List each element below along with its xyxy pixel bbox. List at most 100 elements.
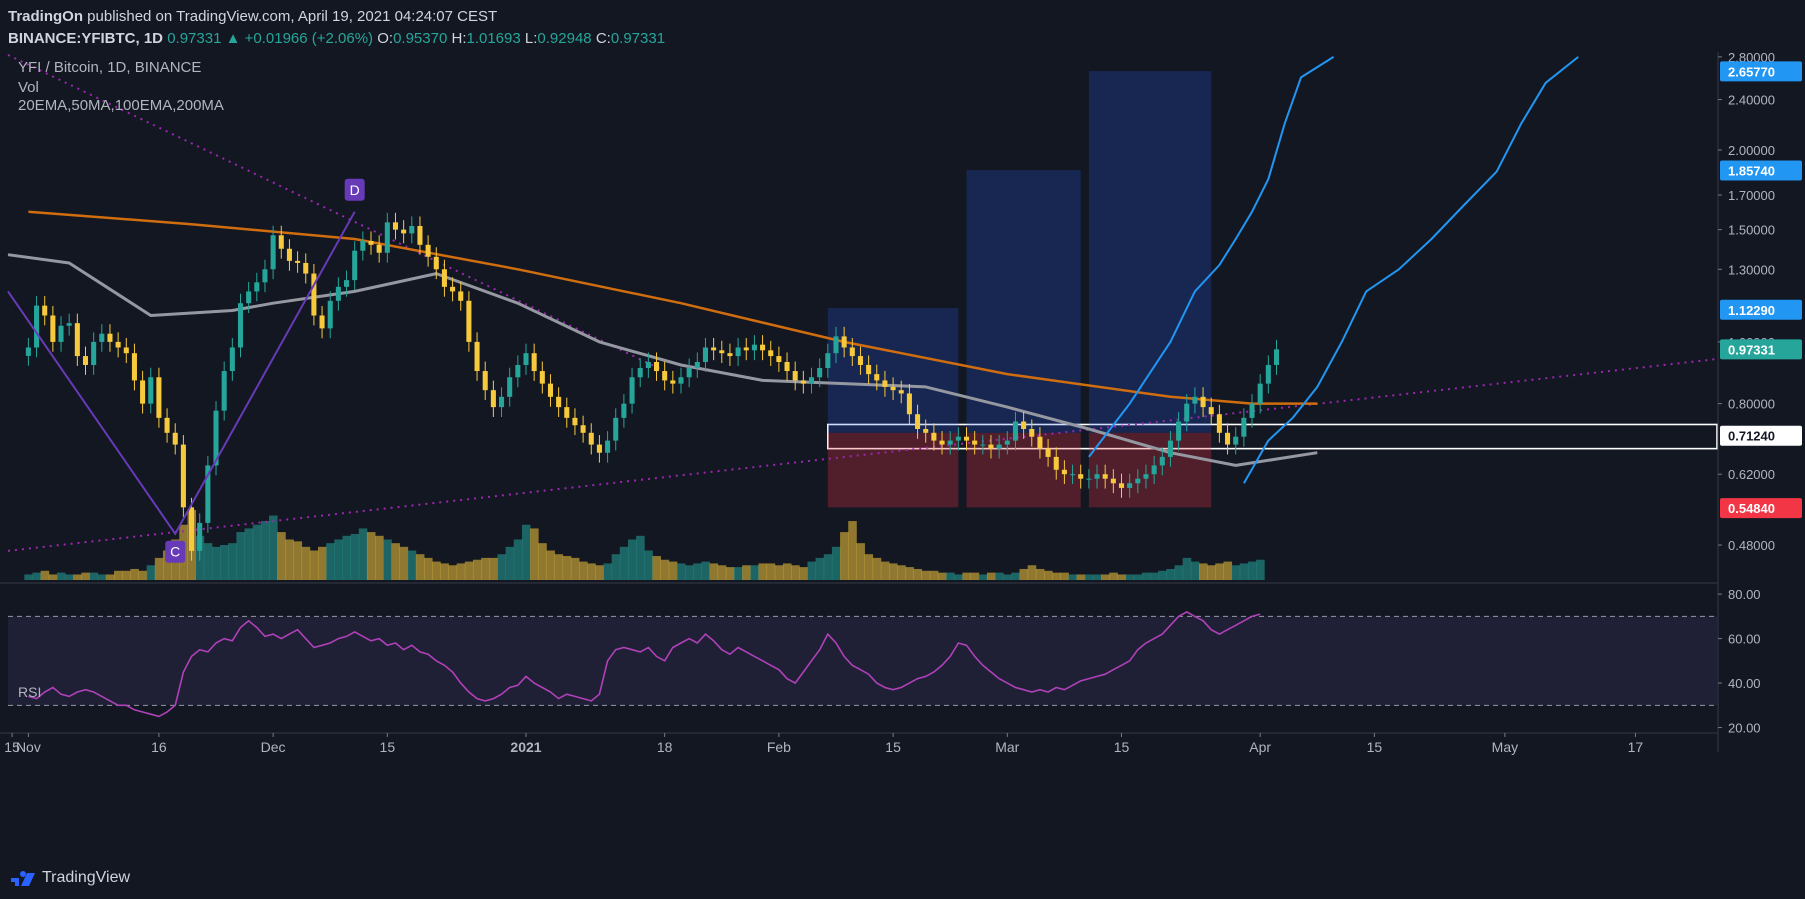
x-tick-label: 16 [151, 739, 167, 755]
volume-bar [986, 572, 996, 580]
volume-bar [717, 565, 727, 580]
volume-bar [1141, 572, 1151, 580]
price-tag-label: 0.97331 [1728, 342, 1775, 357]
volume-bar [203, 543, 213, 580]
volume-bar [823, 554, 833, 580]
candle-body [694, 361, 700, 368]
candle-body [352, 250, 358, 281]
bullish-target-box [1088, 71, 1212, 433]
volume-bar [448, 565, 458, 580]
price-chart[interactable]: CD 0.480000.620000.800001.000001.300001.… [0, 52, 1805, 859]
volume-bar [440, 563, 449, 580]
bearish-target-box [1088, 432, 1212, 508]
rsi-y-tick-label: 60.00 [1728, 632, 1761, 647]
volume-bar [366, 532, 376, 580]
volume-bar [1003, 574, 1012, 580]
volume-bar [791, 565, 800, 580]
candle-body [866, 364, 872, 375]
candle-body [237, 303, 244, 348]
up-arrow-icon: ▲ [225, 30, 241, 47]
candle-body [1249, 403, 1255, 418]
candle-body [156, 377, 162, 418]
candle-body [360, 240, 366, 251]
volume-bar [114, 570, 123, 580]
x-tick-label: 15 [380, 739, 396, 755]
volume-bar [228, 543, 237, 580]
open-value: 0.95370 [393, 30, 448, 47]
candle-body [115, 341, 121, 348]
volume-bar [937, 572, 947, 580]
candle-body [1102, 474, 1108, 479]
candle-body [499, 396, 505, 408]
volume-bar [505, 546, 515, 580]
x-tick-label: 17 [1628, 739, 1644, 755]
high-value: 1.01693 [466, 30, 521, 47]
x-tick-label: Apr [1249, 739, 1271, 755]
candles-layer [25, 212, 1280, 561]
x-tick-label: Dec [261, 739, 286, 755]
20ema-projection-1-line [1088, 56, 1335, 458]
volume-bar [644, 550, 653, 580]
volume-bar [269, 515, 278, 580]
candle-body [409, 225, 415, 234]
volume-bar [1239, 563, 1249, 580]
candle-body [303, 262, 309, 274]
volume-bar [1044, 570, 1053, 580]
volume-bar [65, 574, 74, 580]
volume-bar [1133, 574, 1143, 580]
volume-bar [1027, 565, 1037, 580]
candle-body [376, 244, 382, 253]
candle-body [131, 353, 137, 381]
candle-body [645, 361, 651, 368]
price-tag [1720, 61, 1802, 82]
volume-bar [995, 572, 1004, 580]
volume-bar [807, 561, 816, 580]
volume-bar [815, 557, 825, 580]
candle-body [1029, 428, 1035, 437]
candle-body [792, 371, 798, 381]
volume-bar [1109, 572, 1118, 580]
volume-bar [774, 565, 784, 580]
y-tick-label: 0.80000 [1728, 397, 1775, 412]
volume-bar [1117, 574, 1126, 580]
volume-bar [342, 535, 352, 580]
volume-bar [619, 546, 629, 580]
volume-bar [309, 550, 319, 580]
price-tag [1720, 425, 1802, 446]
y-tick-label: 1.70000 [1728, 188, 1775, 203]
rsi-y-tick-label: 80.00 [1728, 587, 1761, 602]
candle-body [91, 341, 97, 365]
volume-bar [848, 521, 857, 580]
rsi-pane [8, 610, 1717, 718]
volume-bar [497, 554, 507, 580]
tradingview-logo[interactable]: TradingView [10, 869, 130, 887]
price-tag [1720, 160, 1802, 181]
volume-bar [962, 572, 971, 580]
last-price: 0.97331 [167, 30, 222, 47]
volume-bar [1052, 572, 1061, 580]
price-tag-label: 0.54840 [1728, 501, 1775, 516]
candle-body [1053, 456, 1059, 470]
low-label: L: [524, 30, 538, 47]
volume-bar [652, 556, 662, 580]
volume-bar [407, 550, 417, 580]
candle-body [621, 403, 627, 418]
candle-body [923, 428, 929, 433]
candle-body [425, 244, 431, 257]
volume-bar [1256, 559, 1265, 580]
volume-bar [831, 546, 841, 580]
candle-body [808, 377, 815, 384]
candle-body [311, 273, 317, 316]
volume-bar [1076, 574, 1086, 580]
candle-body [205, 465, 211, 523]
volume-bar [742, 565, 751, 580]
candle-body [319, 315, 325, 329]
x-tick-label: 2021 [510, 739, 541, 755]
volume-bar [432, 561, 441, 580]
publisher-name[interactable]: TradingOn [8, 8, 83, 25]
volume-bar [513, 539, 523, 580]
candle-body [539, 371, 545, 384]
candle-body [882, 380, 888, 387]
volume-bar [685, 565, 694, 580]
candle-body [474, 341, 480, 372]
